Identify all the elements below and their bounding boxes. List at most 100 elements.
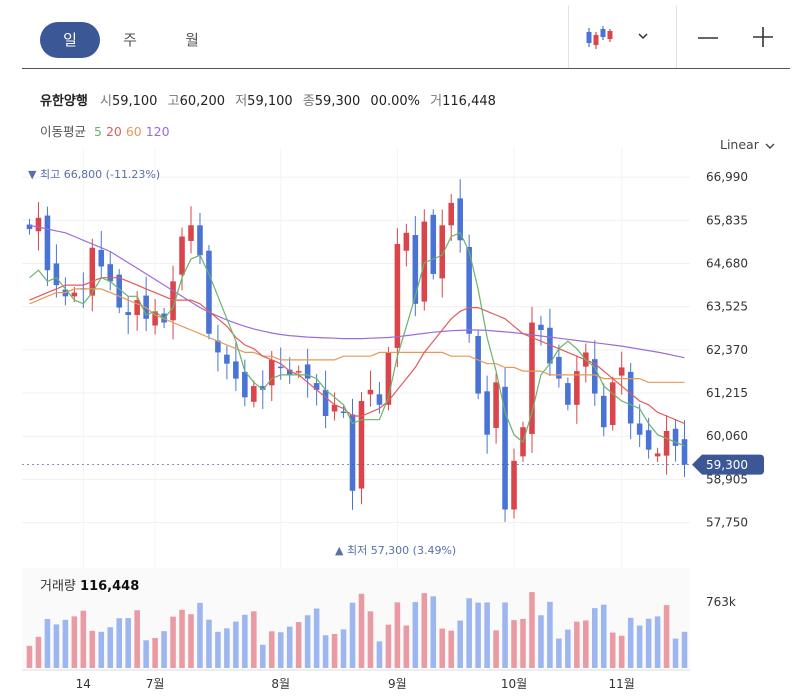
scale-label: Linear [720,137,759,152]
candle [457,198,463,241]
volume-title: 거래량 [40,579,76,594]
candle [466,246,472,334]
volume-bar [403,625,410,668]
volume-bar [313,608,320,668]
volume-bar [385,624,392,668]
candle [654,453,661,457]
volume-bar [421,593,428,668]
candle [430,214,437,274]
candle [609,382,616,425]
volume-bar [600,604,607,668]
y-tick-label: 64,680 [706,256,748,270]
tab-week[interactable]: 주 [123,31,137,49]
volume-bar [295,622,302,668]
candle [520,427,526,457]
candle [107,264,114,282]
candlestick-icon[interactable] [582,22,616,52]
max-annotation: ▼ 최고 66,800 (-11.23%) [28,168,160,181]
y-tick-label: 60,060 [706,429,748,443]
plus-icon[interactable] [748,22,778,52]
tab-day[interactable]: 일 [40,22,100,58]
volume-bar [277,632,284,668]
volume-bar [233,621,239,668]
volume-bar [645,618,652,668]
current-price-label: 59,300 [706,458,748,472]
candle [143,295,149,319]
y-tick-label: 61,215 [706,386,748,400]
min-annotation: ▲ 최저 57,300 (3.49%) [335,544,456,557]
volume-bar [143,640,149,668]
volume-bar [484,602,490,668]
volume-bar [520,618,526,668]
candle [286,369,293,375]
volume-bar [286,626,293,668]
candle [565,383,571,405]
candle [511,460,517,510]
volume-bar [80,610,87,668]
candle [672,428,679,446]
candle [376,394,383,405]
volume-bar [98,631,105,668]
volume-bar [170,616,176,668]
candle [313,383,320,390]
moving-average-label: 이동평균 [40,124,87,139]
x-tick-label: 10월 [501,677,527,691]
candle [89,247,96,296]
volume-bar [349,602,356,668]
candle [71,292,78,297]
volume-bar [268,631,275,668]
minus-icon[interactable] [694,24,722,52]
y-tick-label: 57,750 [706,516,748,530]
candle [206,250,212,334]
volume-bar [161,631,167,668]
scale-selector[interactable]: Linear [720,137,777,152]
moving-average-line-ma120 [29,224,685,359]
volume-bar [574,621,580,668]
candle [44,215,51,271]
tab-month[interactable]: 월 [185,31,199,49]
candle [618,367,625,376]
candle [394,244,401,348]
candle [26,224,33,230]
candle [152,311,158,326]
chevron-down-icon[interactable] [633,26,653,46]
volume-value: 116,448 [442,94,496,109]
candle [681,439,688,465]
volume-bar [439,628,446,668]
candle [53,263,60,286]
volume-bar [26,645,33,668]
candle [367,389,374,395]
y-tick-label: 62,370 [706,343,748,357]
ma-period-60: 60 [125,124,146,139]
x-tick-label: 7월 [146,677,165,691]
volume-bar [188,614,194,668]
current-price-tag [692,454,764,475]
volume-bar [457,620,463,668]
volume-bar [331,633,338,668]
change-percent: 0.00% [378,94,421,109]
candle [322,389,329,416]
volume-bar [134,610,140,668]
volume-bar [107,627,114,668]
volume-bar [529,592,535,668]
candle [448,202,454,226]
candle [349,414,356,491]
candle [295,371,302,373]
volume-bar [251,611,257,668]
volume-bar [215,631,221,668]
candle [188,225,194,242]
low-label: 저 [235,94,248,109]
volume-bar [62,619,69,668]
volume-bar [179,609,185,668]
candle [260,386,266,390]
candle [421,221,428,302]
volume-bar [125,618,131,668]
candle [439,225,446,279]
candle [484,391,490,435]
x-tick-label: 14 [76,677,91,691]
volume-bar [502,602,508,668]
x-tick-label: 8월 [271,677,290,691]
volume-axis-label: 763k [706,595,736,609]
volume-bar [592,608,598,668]
candle [251,386,257,402]
